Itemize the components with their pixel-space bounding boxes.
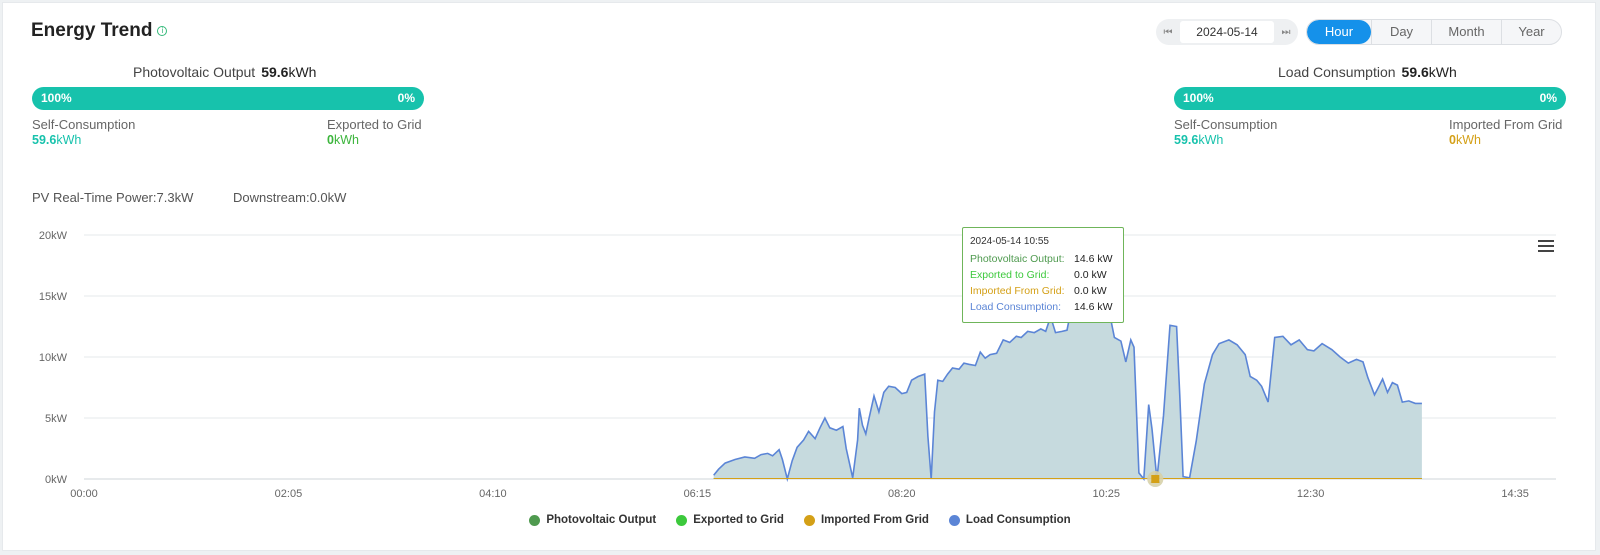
legend-dot: [803, 514, 815, 526]
load-summary-label: Load Consumption: [1278, 64, 1396, 80]
pv-realtime-power: PV Real-Time Power:7.3kW: [32, 190, 194, 205]
legend-label: Exported to Grid: [693, 514, 784, 526]
x-tick-label: 06:15: [684, 488, 712, 500]
exported-to-grid-label: Exported to Grid: [327, 117, 422, 132]
chart-tooltip: 2024-05-14 10:55 Photovoltaic Output: 14.…: [962, 227, 1124, 323]
pv-summary-label: Photovoltaic Output: [133, 64, 256, 80]
period-month-button[interactable]: Month: [1431, 20, 1501, 44]
y-tick-label: 10kW: [39, 352, 68, 364]
legend-dot: [529, 514, 541, 526]
skip-forward-icon[interactable]: ⏭: [1281, 26, 1291, 38]
pv-summary-title: Photovoltaic Output 59.6kWh: [133, 64, 316, 80]
tooltip-row-value: 14.6 kW: [1074, 301, 1113, 313]
exported-to-grid-value: 0kWh: [327, 133, 359, 147]
x-tick-label: 12:30: [1297, 488, 1325, 500]
x-tick-label: 00:00: [70, 488, 98, 500]
imported-from-grid-value: 0kWh: [1449, 133, 1481, 147]
tooltip-row-value: 0.0 kW: [1074, 285, 1107, 297]
legend-dot: [948, 514, 960, 526]
load-summary-value: 59.6kWh: [1401, 64, 1457, 80]
tooltip-row: Exported to Grid: 0.0 kW: [970, 267, 1123, 283]
period-year-button[interactable]: Year: [1501, 20, 1561, 44]
x-tick-label: 10:25: [1092, 488, 1120, 500]
period-hour-button[interactable]: Hour: [1307, 20, 1371, 44]
legend-item[interactable]: Load Consumption: [948, 514, 1071, 526]
imported-from-grid-marker: [1151, 475, 1160, 483]
tooltip-time: 2024-05-14 10:55: [970, 236, 1049, 247]
load-progress-bar: 100% 0%: [1174, 87, 1566, 110]
tooltip-row-value: 14.6 kW: [1074, 253, 1113, 265]
chart-legend: Photovoltaic Output Exported to Grid Impor…: [0, 514, 1600, 526]
y-tick-label: 0kW: [45, 474, 68, 486]
info-icon[interactable]: i: [157, 26, 168, 36]
pv-progress-bar: 100% 0%: [32, 87, 424, 110]
y-tick-label: 5kW: [45, 413, 68, 425]
tooltip-row: Photovoltaic Output: 14.6 kW: [970, 251, 1123, 267]
tooltip-row-label: Exported to Grid:: [970, 269, 1050, 281]
load-bar-right-percent: 0%: [1539, 91, 1557, 105]
x-tick-label: 14:35: [1501, 488, 1529, 500]
legend-item[interactable]: Imported From Grid: [803, 514, 929, 526]
skip-back-icon[interactable]: ⏮: [1163, 26, 1173, 38]
load-summary-title: Load Consumption 59.6kWh: [1278, 64, 1457, 80]
downstream-power: Downstream:0.0kW: [233, 190, 347, 205]
x-tick-label: 02:05: [275, 488, 303, 500]
y-tick-label: 20kW: [39, 230, 68, 242]
legend-dot: [676, 514, 688, 526]
period-day-button[interactable]: Day: [1371, 20, 1431, 44]
legend-label: Imported From Grid: [820, 514, 929, 526]
period-selector: Hour Day Month Year: [1306, 19, 1562, 45]
tooltip-row-label: Photovoltaic Output:: [970, 253, 1065, 265]
load-self-consumption-label: Self-Consumption: [1174, 117, 1278, 132]
pv-self-consumption-label: Self-Consumption: [32, 117, 136, 132]
pv-bar-right-percent: 0%: [397, 91, 415, 105]
tooltip-row-label: Imported From Grid:: [970, 285, 1065, 297]
load-bar-left-percent: 100%: [1183, 91, 1214, 105]
date-picker[interactable]: ⏮ 2024-05-14 ⏭: [1156, 19, 1298, 45]
legend-label: Load Consumption: [965, 514, 1071, 526]
imported-from-grid-label: Imported From Grid: [1449, 117, 1563, 132]
tooltip-row: Load Consumption: 14.6 kW: [970, 299, 1123, 315]
load-consumption-line: [713, 300, 1422, 483]
legend-label: Photovoltaic Output: [546, 514, 657, 526]
load-consumption-area: [713, 300, 1422, 479]
load-self-consumption-value: 59.6kWh: [1174, 133, 1224, 147]
x-tick-label: 04:10: [479, 488, 507, 500]
pv-bar-left-percent: 100%: [41, 91, 72, 105]
page-title: Energy Trend i: [31, 20, 168, 42]
pv-self-consumption-value: 59.6kWh: [32, 133, 82, 147]
date-input[interactable]: 2024-05-14: [1180, 21, 1274, 43]
chart-menu-icon[interactable]: [1538, 240, 1554, 252]
pv-summary-value: 59.6kWh: [261, 64, 317, 80]
legend-item[interactable]: Photovoltaic Output: [529, 514, 656, 526]
x-tick-label: 08:20: [888, 488, 916, 500]
tooltip-row-label: Load Consumption:: [970, 301, 1062, 313]
y-tick-label: 15kW: [39, 291, 68, 303]
tooltip-row: Imported From Grid: 0.0 kW: [970, 283, 1123, 299]
legend-item[interactable]: Exported to Grid: [676, 514, 784, 526]
tooltip-row-value: 0.0 kW: [1074, 269, 1107, 281]
title-text: Energy Trend: [31, 20, 153, 41]
